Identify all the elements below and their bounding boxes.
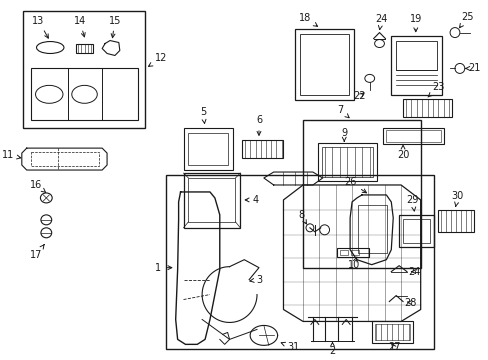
Text: 1: 1 xyxy=(155,263,171,273)
Text: 10: 10 xyxy=(347,257,360,270)
Bar xyxy=(165,175,433,349)
Bar xyxy=(386,130,440,142)
Bar xyxy=(437,210,473,232)
Bar xyxy=(303,120,420,268)
Bar xyxy=(350,250,358,255)
Text: 9: 9 xyxy=(341,128,346,141)
Bar xyxy=(371,321,412,343)
Text: 11: 11 xyxy=(2,150,20,160)
Bar xyxy=(402,219,429,243)
Bar xyxy=(337,248,368,257)
Bar xyxy=(383,128,443,144)
Text: 31: 31 xyxy=(281,342,299,352)
Text: 28: 28 xyxy=(404,297,416,307)
Text: 4: 4 xyxy=(244,195,259,205)
Bar xyxy=(183,128,232,170)
Bar xyxy=(188,178,235,222)
Text: 7: 7 xyxy=(337,105,348,118)
Text: 30: 30 xyxy=(451,191,463,207)
Bar xyxy=(340,250,347,255)
Text: 18: 18 xyxy=(298,13,317,26)
Bar xyxy=(321,147,372,177)
Bar xyxy=(31,68,138,120)
Bar xyxy=(357,205,386,253)
Bar xyxy=(395,41,436,71)
Text: 16: 16 xyxy=(30,180,45,192)
Text: 24: 24 xyxy=(374,14,387,30)
Bar xyxy=(317,143,376,181)
Text: 23: 23 xyxy=(427,82,444,97)
Text: 14: 14 xyxy=(73,15,85,37)
Bar xyxy=(242,140,283,158)
Text: 21: 21 xyxy=(465,63,480,73)
Bar xyxy=(374,324,409,340)
Text: 17: 17 xyxy=(30,244,44,260)
Bar xyxy=(390,36,441,95)
Bar xyxy=(402,99,451,117)
Text: 24: 24 xyxy=(408,267,420,276)
Text: 15: 15 xyxy=(108,15,121,38)
Text: 8: 8 xyxy=(298,210,306,224)
Bar xyxy=(188,133,227,165)
Bar xyxy=(398,215,433,247)
Text: 19: 19 xyxy=(409,14,421,32)
Text: 22: 22 xyxy=(353,91,366,101)
Text: 3: 3 xyxy=(249,275,262,285)
Bar xyxy=(31,152,99,166)
Text: 26: 26 xyxy=(343,177,366,193)
Text: 5: 5 xyxy=(200,107,206,123)
Text: 2: 2 xyxy=(329,342,335,356)
Text: 25: 25 xyxy=(459,12,473,28)
Text: 20: 20 xyxy=(396,144,408,160)
Bar xyxy=(300,33,348,95)
Text: 13: 13 xyxy=(32,15,48,38)
Text: 27: 27 xyxy=(387,342,400,352)
Bar xyxy=(183,173,240,228)
Bar xyxy=(23,11,145,128)
Text: 12: 12 xyxy=(148,54,167,66)
Bar xyxy=(76,44,93,54)
Text: 29: 29 xyxy=(406,195,418,211)
Text: 6: 6 xyxy=(255,115,262,135)
Bar xyxy=(295,28,353,100)
